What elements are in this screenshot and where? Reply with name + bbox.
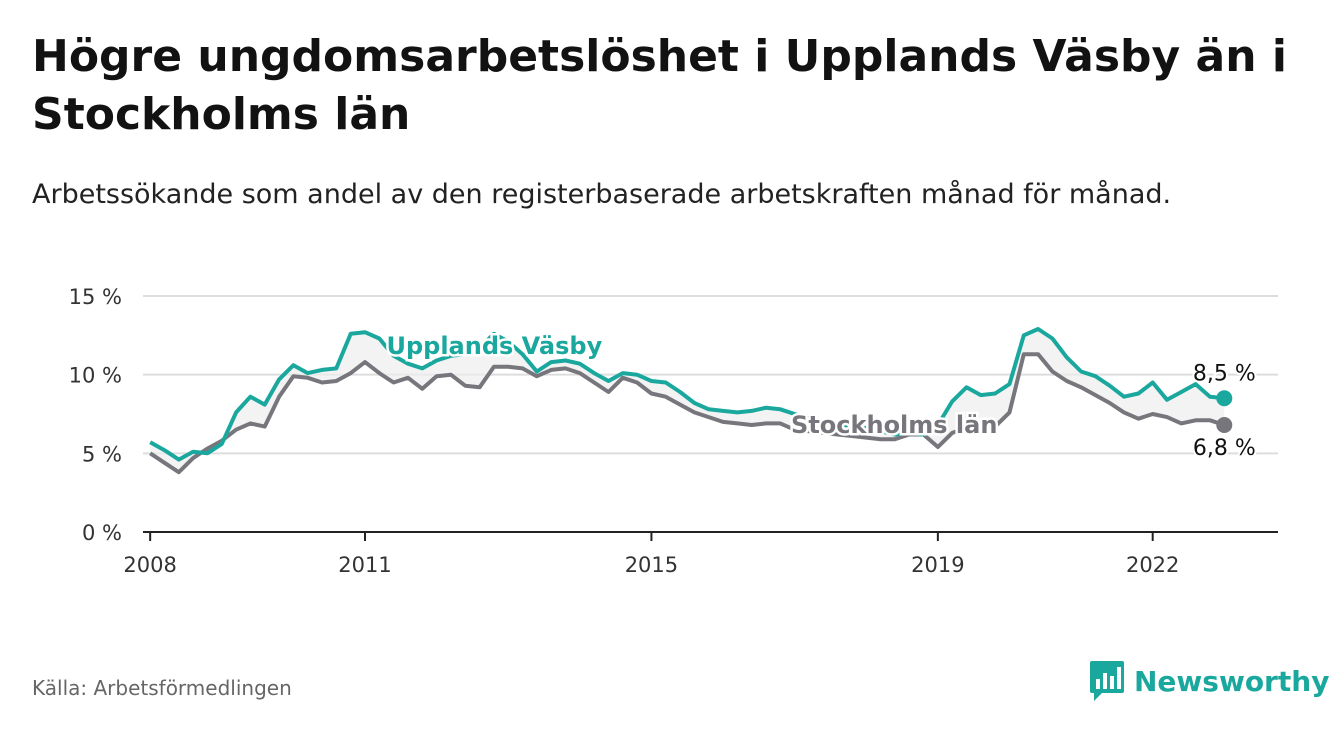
upplands-vasby-label: Upplands Väsby [386,332,602,360]
upplands-vasby-end-point [1216,390,1233,407]
difference-band [150,329,1225,473]
stockholms-lan-end-value: 6,8 % [1193,436,1256,461]
x-tick-label: 2015 [625,553,678,577]
x-axis: 2008 2011 2015 2019 2022 [123,531,1278,577]
x-tick-label: 2019 [911,553,964,577]
y-axis-labels: 0 % 5 % 10 % 15 % [69,285,122,545]
brand-name: Newsworthy [1134,664,1330,698]
y-tick-label: 15 % [69,285,122,309]
series-labels: Upplands Väsby Stockholms län 8,5 % 6,8 % [384,330,1258,463]
newsworthy-logo: Newsworthy [1088,658,1329,704]
line-chart: 0 % 5 % 10 % 15 % 2008 2011 2015 2019 2022 Uppl… [69,285,1278,577]
y-tick-label: 0 % [82,521,122,545]
x-tick-label: 2022 [1126,553,1179,577]
x-tick-label: 2011 [338,553,391,577]
stockholms-lan-end-point [1216,417,1233,434]
y-tick-label: 5 % [82,442,122,466]
page-title: Högre ungdomsarbetslöshet i Upplands Väs… [32,31,1287,140]
stockholms-lan-label: Stockholms län [791,411,997,439]
upplands-vasby-end-value: 8,5 % [1193,361,1256,386]
stockholms-lan-line [149,352,1225,475]
x-tick-label: 2008 [123,553,176,577]
series-lines [149,327,1233,475]
upplands-vasby-line [149,327,1225,462]
y-tick-label: 10 % [69,364,122,388]
chart-subtitle: Arbetssökande som andel av den registerb… [32,179,1172,210]
bar-chart-icon [1090,661,1124,701]
source-note: Källa: Arbetsförmedlingen [32,676,292,700]
